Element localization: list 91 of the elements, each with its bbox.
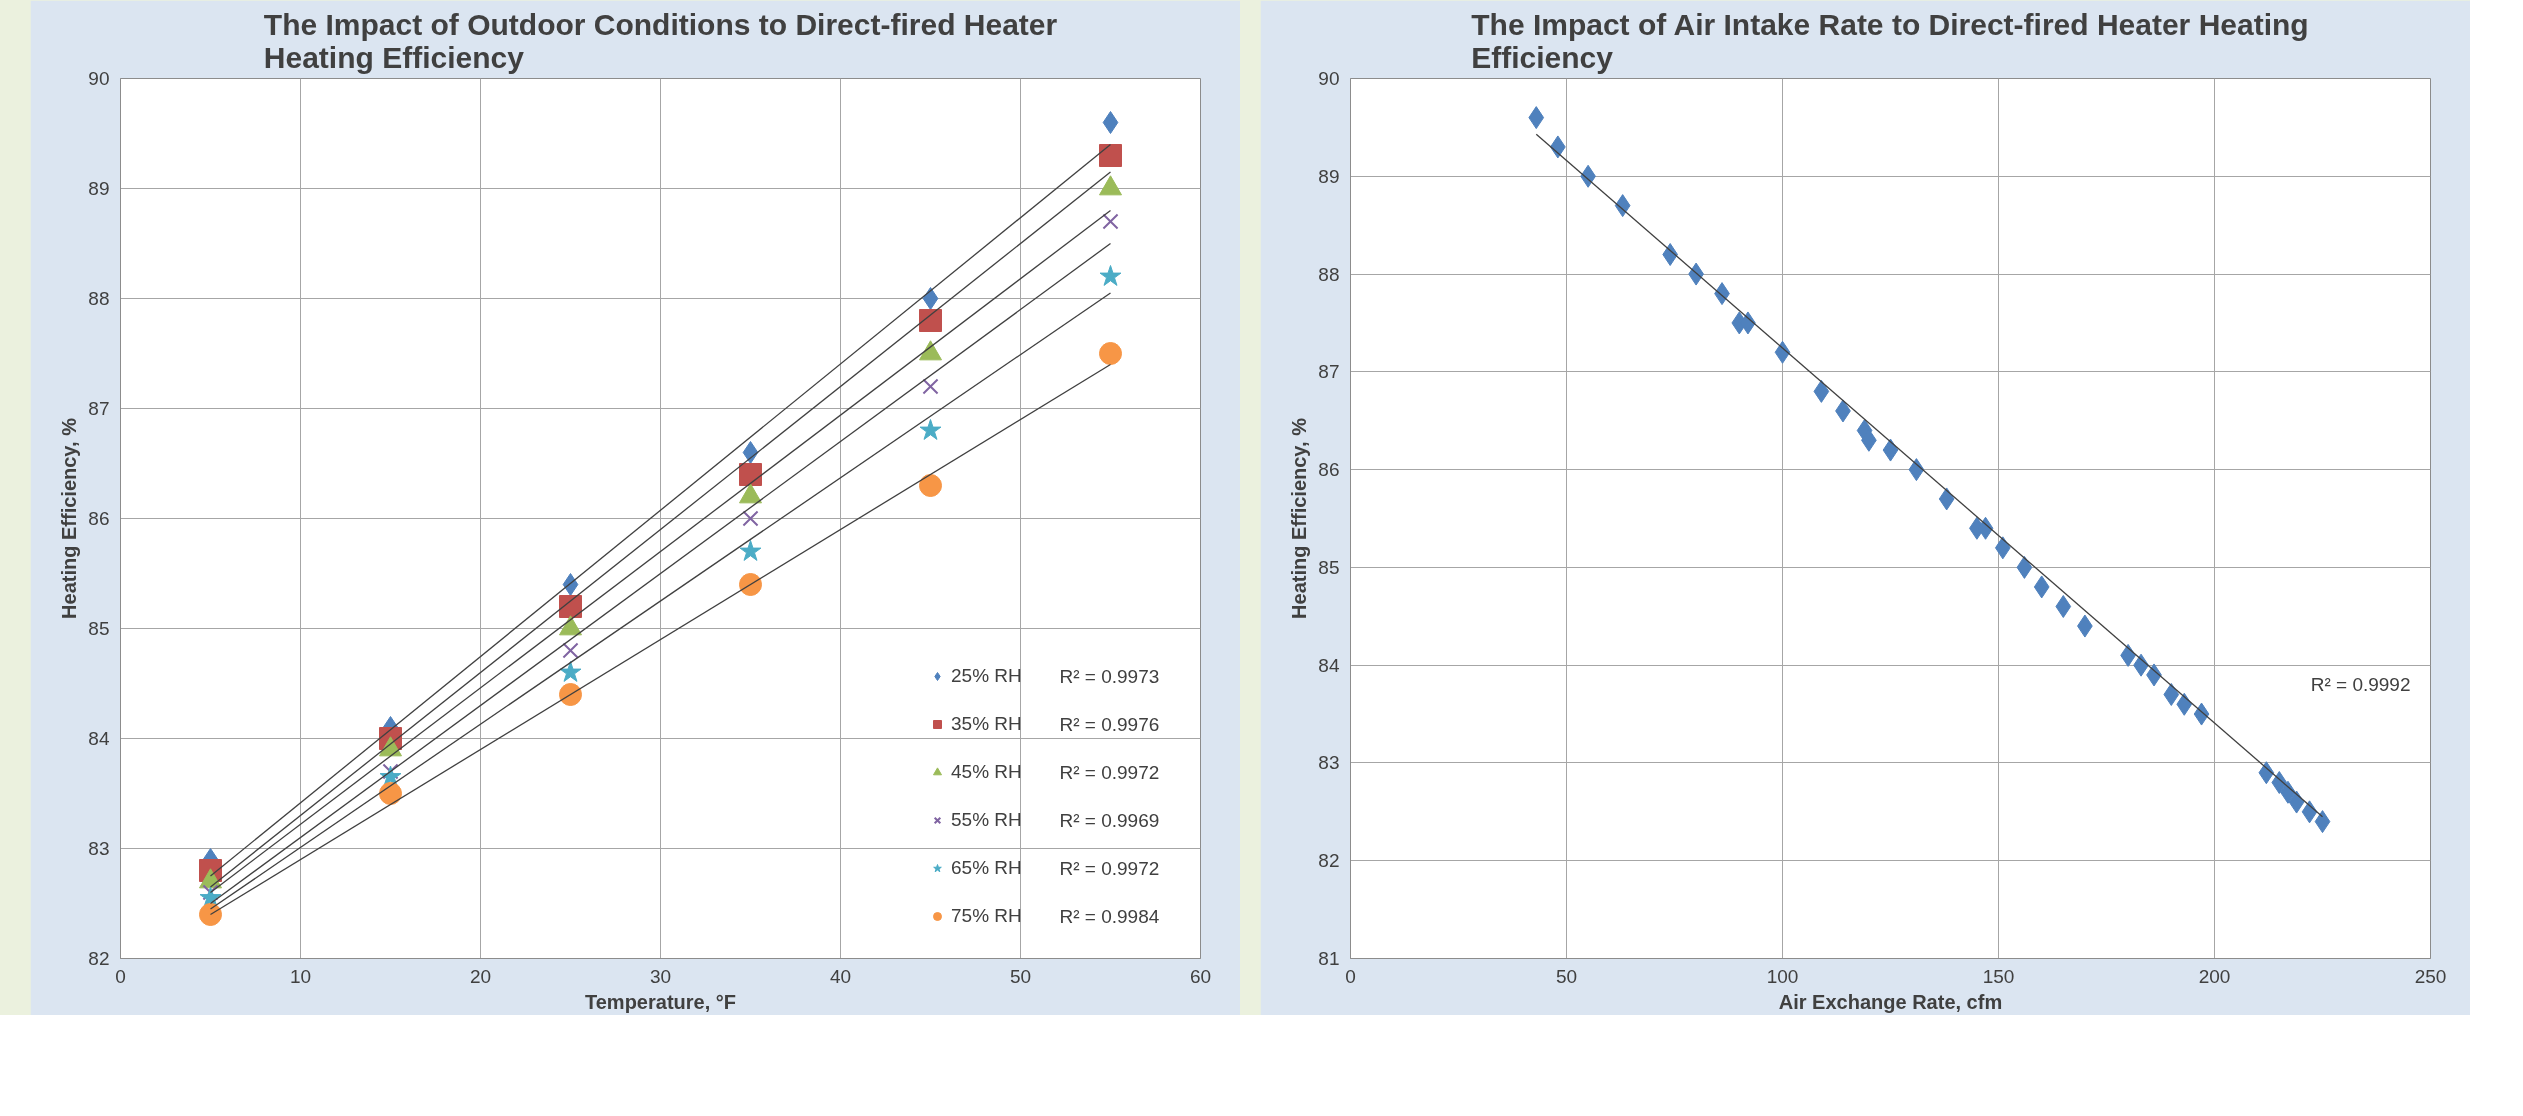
point (919, 419, 942, 440)
point (2176, 692, 2193, 716)
point (742, 510, 759, 527)
y-tick-label: 83 (1318, 752, 1340, 774)
point (919, 474, 942, 497)
point (559, 661, 582, 682)
chart-title: The Impact of Outdoor Conditions to Direct-fired Heater Heating Efficiency (263, 7, 1058, 74)
y-tick-label: 87 (1318, 361, 1340, 383)
x-tick-label: 0 (115, 965, 126, 987)
annotation: R² = 0.9984 (1059, 906, 1160, 927)
point (1099, 342, 1122, 365)
y-tick-label: 90 (88, 68, 110, 89)
point (922, 287, 939, 310)
point (1813, 379, 1830, 403)
point (562, 573, 579, 596)
x-tick-label: 50 (1009, 965, 1032, 987)
point (2314, 810, 2331, 834)
y-tick-label: 83 (88, 838, 110, 859)
point (739, 463, 762, 486)
point (199, 903, 222, 926)
y-axis-title: Heating Efficiency, % (58, 417, 81, 619)
x-tick-label: 50 (1555, 965, 1578, 987)
x-tick-label: 200 (2198, 965, 2231, 987)
x-tick-label: 10 (289, 965, 312, 987)
point (1994, 536, 2011, 560)
point (2163, 683, 2180, 706)
annotation: R² = 0.9972 (1059, 858, 1160, 879)
legend-label: 45% RH (951, 760, 1022, 784)
annotation: R² = 0.9973 (1059, 666, 1160, 687)
legend-label: 25% RH (951, 664, 1022, 688)
point (379, 782, 402, 805)
x-tick-label: 100 (1766, 965, 1799, 987)
y-tick-label: 84 (88, 728, 110, 749)
point (2016, 555, 2033, 579)
x-axis-title: Temperature, °F (585, 990, 736, 1013)
y-tick-label: 90 (1318, 68, 1340, 89)
point (562, 642, 579, 659)
x-tick-label: 0 (1345, 965, 1356, 987)
y-tick-label: 86 (88, 508, 110, 529)
y-axis-title: Heating Efficiency, % (1288, 417, 1311, 619)
y-tick-label: 82 (1318, 850, 1340, 872)
point (559, 595, 582, 618)
y-tick-label: 87 (88, 398, 110, 419)
point (2193, 702, 2210, 726)
annotation: R² = 0.9992 (2310, 673, 2411, 695)
point (919, 309, 942, 332)
chart-title: The Impact of Air Intake Rate to Direct-fired Heater Heating Efficiency (1471, 7, 2309, 74)
y-tick-label: 88 (88, 288, 110, 309)
point (2301, 800, 2318, 824)
point (559, 683, 582, 706)
annotation: R² = 0.9972 (1059, 762, 1160, 783)
point (1099, 265, 1122, 286)
x-tick-label: 40 (829, 965, 852, 987)
y-tick-label: 89 (1318, 165, 1340, 187)
legend-label: 75% RH (951, 904, 1022, 928)
point (1528, 106, 1545, 130)
point (2258, 761, 2275, 785)
point (1908, 458, 1925, 482)
point (1102, 213, 1119, 230)
point (2033, 575, 2050, 599)
point (739, 573, 762, 596)
y-tick-label: 81 (1318, 948, 1340, 969)
x-tick-label: 20 (469, 965, 492, 987)
y-tick-label: 82 (88, 948, 110, 969)
point (739, 540, 762, 561)
x-axis-title: Air Exchange Rate, cfm (1778, 990, 2003, 1013)
legend-label: 55% RH (951, 808, 1022, 832)
y-tick-label: 84 (1318, 654, 1340, 676)
x-tick-label: 250 (2414, 965, 2447, 987)
point (382, 763, 399, 780)
point (2288, 790, 2305, 814)
x-tick-label: 150 (1982, 965, 2015, 987)
point (742, 441, 759, 464)
point (1102, 111, 1119, 134)
point (1882, 438, 1899, 462)
y-tick-label: 86 (1318, 459, 1340, 481)
legend-label: 65% RH (951, 856, 1022, 880)
x-tick-label: 30 (649, 965, 672, 987)
point (922, 378, 939, 395)
annotation: R² = 0.9976 (1059, 714, 1160, 735)
annotation: R² = 0.9969 (1059, 810, 1160, 831)
y-tick-label: 85 (1318, 556, 1340, 578)
point (1938, 487, 1955, 511)
point (1614, 194, 1631, 218)
x-tick-label: 60 (1189, 965, 1212, 987)
point (2055, 595, 2072, 618)
y-tick-label: 88 (1318, 263, 1340, 285)
legend-label: 35% RH (951, 712, 1022, 736)
point (1099, 144, 1122, 167)
y-tick-label: 89 (88, 178, 110, 199)
y-tick-label: 85 (88, 618, 110, 639)
